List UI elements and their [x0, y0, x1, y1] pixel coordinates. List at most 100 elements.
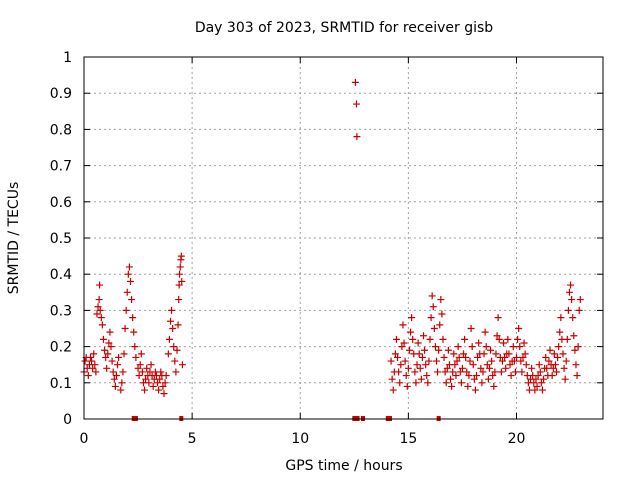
- data-point: [494, 314, 502, 322]
- data-point: [413, 361, 421, 369]
- y-tick-label: 0.7: [50, 159, 72, 175]
- data-point: [173, 346, 181, 354]
- data-point: [482, 343, 490, 351]
- data-point: [389, 386, 397, 394]
- x-tick-label: 10: [291, 431, 309, 447]
- data-point: [570, 332, 578, 340]
- data-point: [114, 361, 122, 369]
- data-point: [548, 372, 556, 380]
- data-point: [90, 350, 98, 358]
- data-point: [556, 328, 564, 336]
- data-point: [178, 361, 186, 369]
- data-point: [117, 386, 125, 394]
- data-point: [142, 375, 150, 383]
- data-point: [422, 361, 430, 369]
- data-point: [549, 364, 557, 372]
- data-point: [96, 306, 104, 314]
- data-point: [121, 325, 129, 332]
- data-point: [130, 328, 138, 336]
- data-point: [441, 368, 449, 376]
- y-tick-label: 0.1: [50, 376, 72, 392]
- data-point: [559, 350, 567, 358]
- data-point: [493, 332, 501, 340]
- data-point: [178, 277, 186, 285]
- y-tick-label: 0.6: [50, 195, 72, 211]
- data-point: [431, 343, 439, 351]
- data-point: [575, 306, 583, 314]
- data-point: [134, 364, 142, 372]
- data-point: [449, 368, 457, 376]
- data-point: [124, 270, 132, 278]
- data-point: [115, 353, 123, 361]
- data-point: [453, 357, 461, 365]
- data-point: [528, 364, 536, 372]
- x-tick-label: 15: [399, 431, 417, 447]
- x-tick-label: 0: [80, 431, 89, 447]
- data-point: [467, 325, 475, 332]
- data-point: [538, 386, 546, 394]
- data-point: [109, 368, 117, 376]
- data-point: [520, 339, 528, 347]
- y-axis-label: SRMTID / TECUs: [6, 182, 22, 295]
- data-point: [103, 364, 111, 372]
- data-point: [101, 346, 109, 354]
- data-point: [172, 368, 180, 376]
- data-point: [176, 270, 184, 278]
- data-point: [404, 364, 412, 372]
- data-point: [99, 335, 107, 343]
- data-point: [169, 325, 177, 332]
- data-point: [412, 379, 420, 387]
- data-point: [421, 346, 429, 354]
- data-point: [471, 386, 479, 394]
- data-point: [416, 364, 424, 372]
- data-point: [138, 368, 146, 376]
- data-point: [425, 357, 433, 365]
- data-point: [478, 379, 486, 387]
- data-point: [155, 386, 163, 394]
- data-point: [395, 368, 403, 376]
- data-point: [403, 382, 411, 390]
- data-point: [168, 306, 176, 314]
- data-point: [123, 288, 131, 296]
- data-point: [492, 350, 500, 358]
- data-point: [516, 343, 524, 351]
- x-axis-ticks: 0 5 10 15 20: [80, 57, 525, 447]
- data-point: [394, 353, 402, 361]
- data-point: [118, 379, 126, 387]
- data-point: [102, 353, 110, 361]
- data-point: [135, 372, 143, 380]
- data-point: [167, 317, 174, 325]
- data-point: [567, 281, 575, 289]
- data-point: [457, 379, 465, 387]
- data-point: [504, 335, 512, 343]
- data-point: [147, 361, 155, 369]
- data-point: [129, 314, 137, 322]
- data-points: [80, 78, 584, 398]
- data-point: [545, 357, 553, 365]
- data-point: [487, 346, 495, 354]
- data-point: [540, 375, 548, 383]
- data-point: [94, 303, 102, 311]
- data-point: [401, 357, 409, 365]
- data-point: [407, 328, 415, 336]
- data-point: [176, 263, 184, 271]
- data-point: [553, 368, 561, 376]
- data-point: [437, 296, 445, 304]
- data-point: [160, 390, 168, 398]
- data-point: [488, 357, 496, 365]
- data-point: [86, 353, 94, 361]
- data-point: [159, 382, 167, 390]
- data-point: [474, 353, 482, 361]
- data-point: [573, 372, 581, 380]
- y-tick-label: 0.5: [50, 231, 72, 247]
- data-point: [475, 339, 483, 347]
- data-point: [91, 361, 99, 369]
- data-point: [162, 372, 170, 380]
- data-point: [507, 372, 515, 380]
- data-point: [108, 357, 116, 365]
- data-point: [534, 372, 542, 380]
- data-point: [533, 382, 541, 390]
- data-point: [126, 277, 134, 285]
- data-point: [509, 343, 517, 351]
- y-tick-label: 0.9: [50, 86, 72, 102]
